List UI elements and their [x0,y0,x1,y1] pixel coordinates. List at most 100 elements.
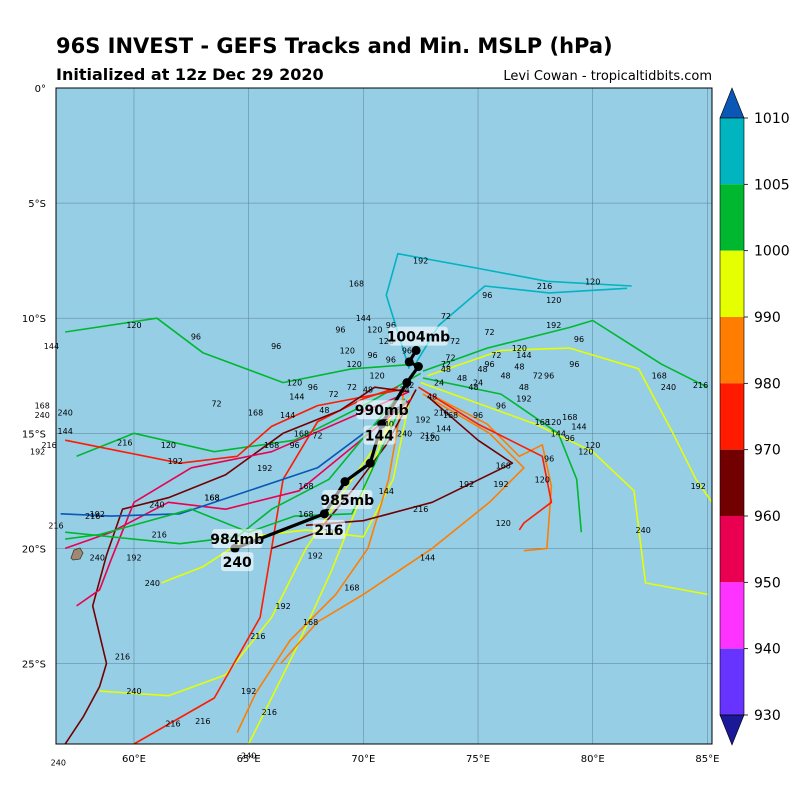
lon-tick-label: 80°E [581,754,605,765]
track-hour-label: 144 [58,427,73,436]
track-hour-label: 120 [425,434,440,443]
mean-track-point [404,357,414,367]
mean-track-point [319,509,329,519]
track-hour-label: 72 [533,372,543,381]
track-hour-label: 48 [519,383,529,392]
mean-label-bg [389,326,448,346]
mean-track-point [340,477,350,487]
track-hour-label: 144 [551,429,566,438]
track-hour-label: 216 [537,282,552,291]
colorbar-bottom-arrow [719,714,745,746]
mean-pressure-label: 144 [365,429,394,445]
mean-label-bg [363,425,396,445]
track-hour-label: 48 [457,374,467,383]
ensemble-track [424,391,553,552]
ensemble-track [422,377,583,533]
track-hour-label: 96 [191,333,201,342]
track-hour-label: 216 [413,505,428,514]
track-hour-label: 120 [546,418,561,427]
chart-subtitle: Initialized at 12z Dec 29 2020 [56,65,324,84]
mean-track-point [411,345,421,355]
lat-tick-label: 15°S [22,429,46,440]
track-hour-label: 48 [468,383,478,392]
track-hour-label: 192 [546,321,561,330]
track-hour-label: 96 [496,402,506,411]
track-hour-label: 168 [562,413,577,422]
track-hour-label: 216 [117,438,132,447]
colorbar-segment [720,516,744,583]
track-hour-label: 216 [434,409,449,418]
track-hour-label: 48 [427,392,437,401]
track-hour-label: 192 [516,395,531,404]
ensemble-track [305,395,514,527]
track-hour-label: 48 [441,365,451,374]
track-hour-label: 216 [115,653,130,662]
track-hour-label: 72 [211,399,221,408]
colorbar-top-arrow [719,87,745,119]
ensemble-track [422,319,708,388]
track-hour-label: 216 [165,719,180,728]
track-hour-label: 168 [298,510,313,519]
track-hour-label: 240 [126,687,141,696]
track-hour-label: 168 [303,618,318,627]
track-hour-label: 240 [636,526,651,535]
track-hour-label: 120 [347,360,362,369]
track-hour-label: 144 [436,425,451,434]
track-hour-label: 72 [445,353,455,362]
colorbar-tick-label: 940 [754,642,781,658]
mean-pressure-label: 984mb [210,532,264,548]
track-hour-labels: 7296120168192216120721682161209612096144… [30,257,736,768]
track-hour-label: 192 [257,464,272,473]
mean-label-bg [212,529,263,549]
track-hour-label: 192 [413,257,428,266]
edge-hour-label: 240 [51,758,66,767]
track-hour-label: 72 [347,383,357,392]
lat-tick-label: 20°S [22,544,46,555]
track-hour-label: 48 [363,386,373,395]
mean-pressure-label: 240 [223,555,252,571]
track-hour-label: 120 [512,344,527,353]
mean-label-bg [356,400,407,420]
colorbar-tick-label: 1010 [754,111,790,127]
track-hour-label: 120 [578,448,593,457]
track-hour-label: 72 [441,312,451,321]
track-hour-label: 48 [319,406,329,415]
mean-label-bg [221,552,254,572]
track-hour-label: 120 [126,321,141,330]
track-hour-label: 192 [415,415,430,424]
track-hour-label: 240 [379,420,394,429]
track-hour-label: 240 [145,579,160,588]
lon-tick-label: 85°E [695,754,719,765]
track-hour-label: 120 [535,475,550,484]
track-hour-label: 48 [478,365,488,374]
mean-track-point [365,458,375,468]
track-hour-label: 96 [386,321,396,330]
chart-title: 96S INVEST - GEFS Tracks and Min. MSLP (… [56,34,613,58]
mean-label-bg [312,519,346,539]
track-hour-label: 192 [308,551,323,560]
track-hour-label: 168 [344,583,359,592]
colorbar-frame [719,117,745,716]
track-hour-label: 144 [289,392,304,401]
track-hour-label: 120 [161,441,176,450]
track-hour-label: 48 [500,372,510,381]
lat-tick-label: 0° [35,84,46,95]
track-hour-label: 96 [367,351,377,360]
track-hour-label: 192 [168,457,183,466]
track-hour-label: 240 [661,383,676,392]
track-hour-label: 120 [340,346,355,355]
lat-tick-label: 25°S [22,659,46,670]
track-hour-label: 216 [262,708,277,717]
track-hour-label: 168 [496,461,511,470]
track-hour-label: 120 [379,337,394,346]
track-hour-label: 168 [204,494,219,503]
colorbar-tick-label: 990 [754,310,781,326]
lon-tick-label: 65°E [237,754,261,765]
ensemble-track [280,393,525,664]
track-hour-label: 72 [491,351,501,360]
track-hour-label: 192 [126,554,141,563]
track-hour-label: 240 [149,501,164,510]
ensemble-track [76,372,422,458]
track-hour-label: 72 [441,360,451,369]
